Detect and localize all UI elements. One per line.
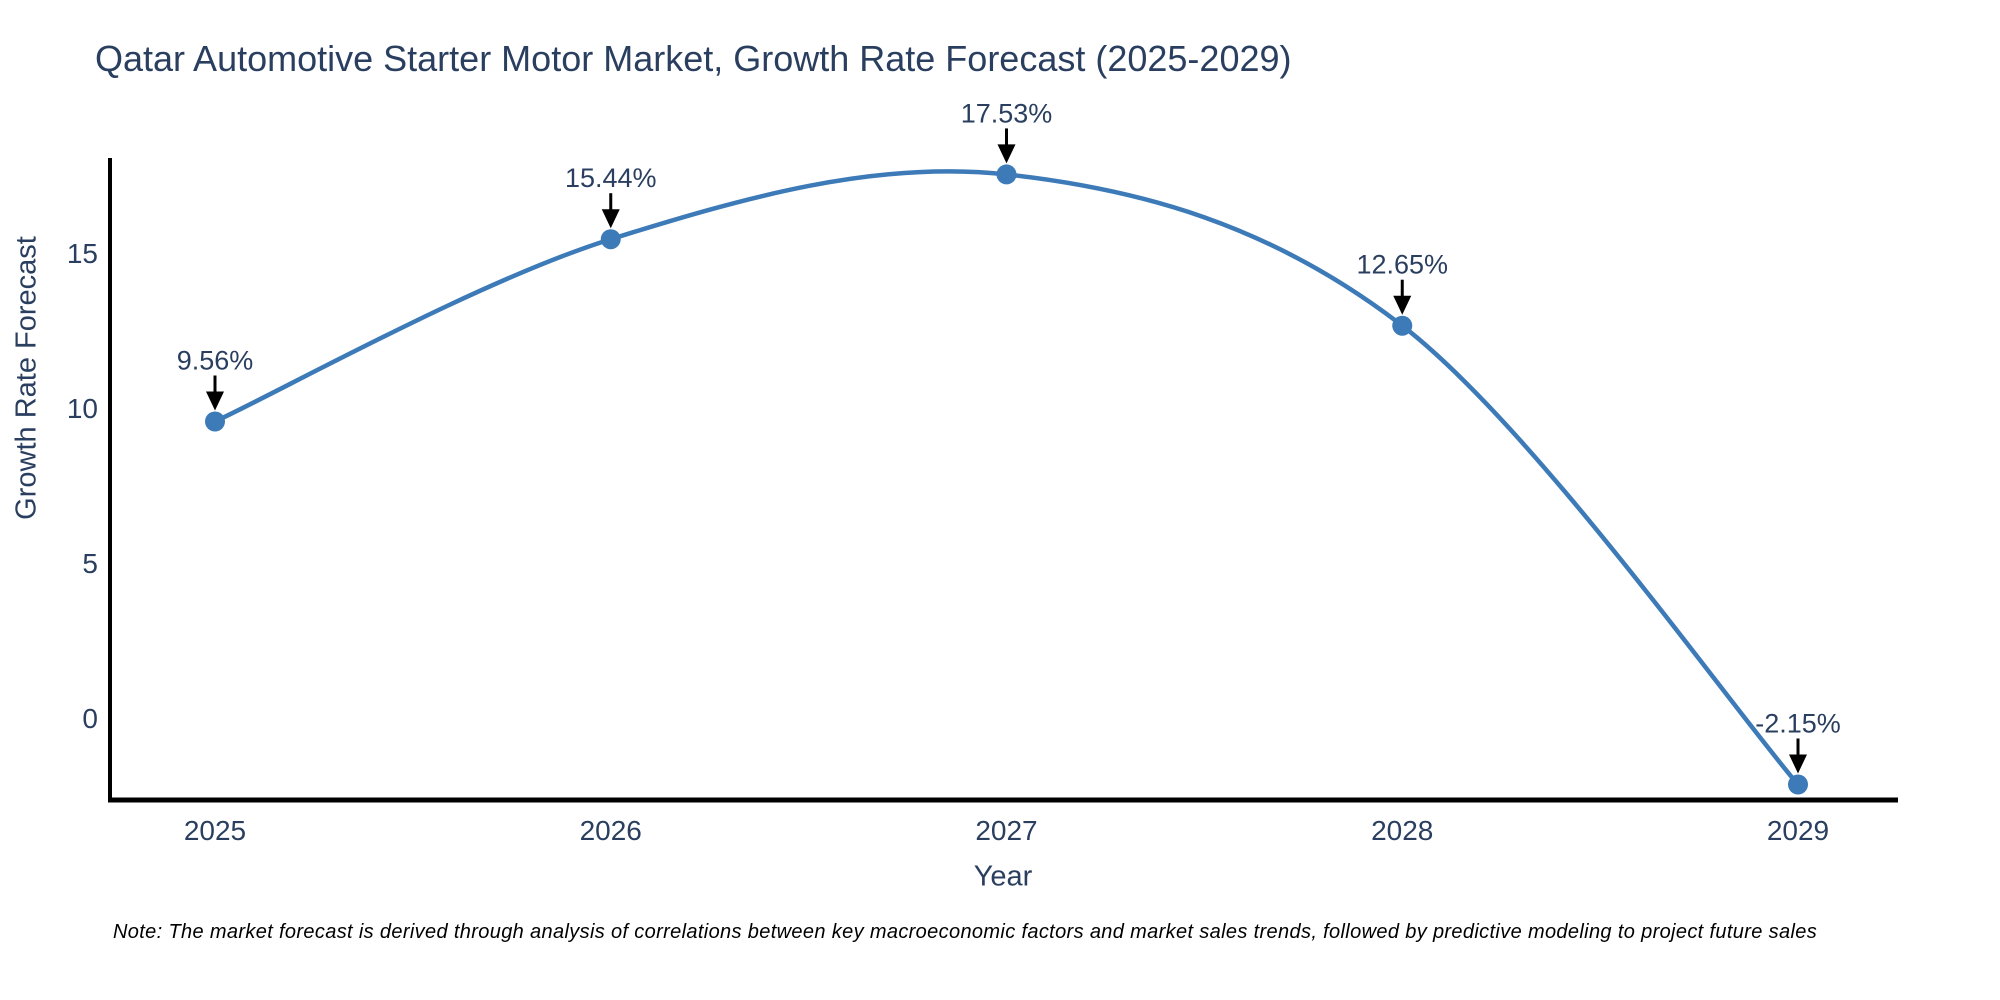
data-point-marker[interactable]: [1788, 774, 1808, 795]
x-tick-label: 2028: [1371, 815, 1433, 846]
data-point-marker[interactable]: [1392, 315, 1413, 336]
point-value-annotation: 15.44%: [565, 163, 657, 193]
x-tick-label: 2026: [580, 815, 642, 846]
y-tick-label: 10: [67, 393, 98, 424]
y-tick-label: 0: [82, 703, 98, 734]
point-value-annotation: 12.65%: [1356, 250, 1448, 280]
annotation-arrowhead-icon: [601, 209, 620, 229]
x-tick-label: 2027: [975, 815, 1037, 846]
annotation-arrowhead-icon: [1789, 754, 1807, 774]
annotation-arrowhead-icon: [1393, 295, 1412, 315]
chart-title: Qatar Automotive Starter Motor Market, G…: [95, 38, 1292, 79]
y-tick-label: 15: [67, 238, 98, 269]
data-point-marker[interactable]: [600, 229, 621, 250]
x-axis-title: Year: [973, 860, 1033, 893]
footnote: Note: The market forecast is derived thr…: [113, 921, 1818, 943]
x-tick-label: 2029: [1767, 815, 1829, 846]
annotation-arrowhead-icon: [997, 144, 1016, 164]
data-point-marker[interactable]: [205, 411, 225, 432]
y-tick-label: 5: [82, 548, 98, 579]
forecast-line-series: [212, 169, 1801, 787]
annotation-arrowhead-icon: [206, 391, 224, 411]
y-axis-title: Growth Rate Forecast: [10, 236, 43, 520]
point-value-annotation: 17.53%: [961, 98, 1053, 128]
point-value-annotation: 9.56%: [177, 345, 254, 375]
data-point-marker[interactable]: [996, 164, 1017, 185]
point-value-annotation: -2.15%: [1755, 709, 1841, 739]
x-tick-label: 2025: [184, 815, 246, 846]
